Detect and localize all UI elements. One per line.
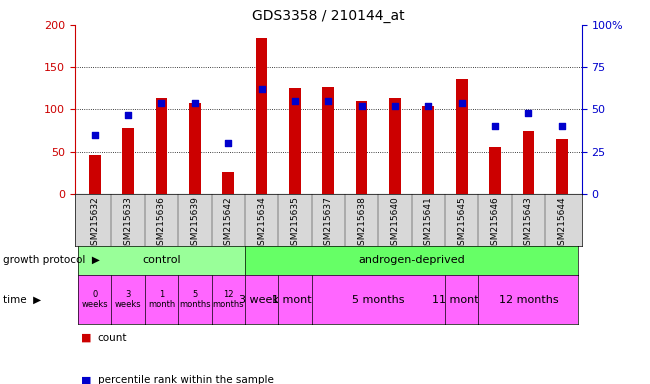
Text: 3 weeks: 3 weeks bbox=[239, 295, 284, 305]
Text: GSM215637: GSM215637 bbox=[324, 197, 333, 252]
Point bbox=[256, 86, 266, 92]
Point bbox=[456, 99, 467, 106]
Text: GSM215645: GSM215645 bbox=[457, 197, 466, 251]
Point bbox=[523, 110, 534, 116]
Bar bbox=[322, 88, 334, 194]
Text: 5 months: 5 months bbox=[352, 295, 404, 305]
Point bbox=[156, 99, 166, 106]
Text: 0
weeks: 0 weeks bbox=[81, 290, 108, 309]
Bar bbox=[122, 128, 134, 194]
Text: growth protocol  ▶: growth protocol ▶ bbox=[3, 255, 100, 265]
Text: control: control bbox=[142, 255, 181, 265]
Title: GDS3358 / 210144_at: GDS3358 / 210144_at bbox=[252, 8, 404, 23]
Text: GSM215642: GSM215642 bbox=[224, 197, 233, 251]
Text: ■: ■ bbox=[81, 333, 92, 343]
Bar bbox=[89, 155, 101, 194]
Text: 5
months: 5 months bbox=[179, 290, 211, 309]
Text: GSM215640: GSM215640 bbox=[391, 197, 400, 251]
Text: 1
month: 1 month bbox=[148, 290, 175, 309]
Point bbox=[290, 98, 300, 104]
Bar bbox=[456, 79, 467, 194]
Text: GSM215641: GSM215641 bbox=[424, 197, 433, 251]
Text: ■: ■ bbox=[81, 375, 92, 384]
Text: GSM215636: GSM215636 bbox=[157, 197, 166, 252]
Point bbox=[123, 111, 133, 118]
Text: percentile rank within the sample: percentile rank within the sample bbox=[98, 375, 274, 384]
Bar bbox=[155, 98, 167, 194]
Bar bbox=[255, 38, 267, 194]
Text: GSM215638: GSM215638 bbox=[357, 197, 366, 252]
Bar bbox=[523, 131, 534, 194]
Bar bbox=[356, 101, 367, 194]
Bar bbox=[189, 103, 201, 194]
Text: GSM215633: GSM215633 bbox=[124, 197, 133, 252]
Text: GSM215643: GSM215643 bbox=[524, 197, 533, 251]
Text: count: count bbox=[98, 333, 127, 343]
Text: androgen-deprived: androgen-deprived bbox=[358, 255, 465, 265]
Text: GSM215646: GSM215646 bbox=[491, 197, 500, 251]
Text: 12
months: 12 months bbox=[213, 290, 244, 309]
Text: 1 month: 1 month bbox=[272, 295, 318, 305]
Text: GSM215635: GSM215635 bbox=[291, 197, 300, 252]
Text: 3
weeks: 3 weeks bbox=[115, 290, 142, 309]
Point bbox=[356, 103, 367, 109]
Point bbox=[190, 99, 200, 106]
Text: time  ▶: time ▶ bbox=[3, 295, 42, 305]
Text: GSM215632: GSM215632 bbox=[90, 197, 99, 251]
Bar bbox=[389, 98, 401, 194]
Point bbox=[323, 98, 333, 104]
Point bbox=[423, 103, 434, 109]
Text: 12 months: 12 months bbox=[499, 295, 558, 305]
Text: 11 months: 11 months bbox=[432, 295, 491, 305]
Bar bbox=[289, 88, 301, 194]
Point bbox=[556, 123, 567, 129]
Text: GSM215644: GSM215644 bbox=[557, 197, 566, 251]
Bar bbox=[489, 147, 501, 194]
Bar bbox=[222, 172, 234, 194]
Text: GSM215634: GSM215634 bbox=[257, 197, 266, 251]
Point bbox=[90, 132, 100, 138]
Point bbox=[390, 103, 400, 109]
Point bbox=[223, 140, 233, 146]
Point bbox=[490, 123, 501, 129]
Bar bbox=[556, 139, 567, 194]
Text: GSM215639: GSM215639 bbox=[190, 197, 200, 252]
Bar bbox=[422, 106, 434, 194]
